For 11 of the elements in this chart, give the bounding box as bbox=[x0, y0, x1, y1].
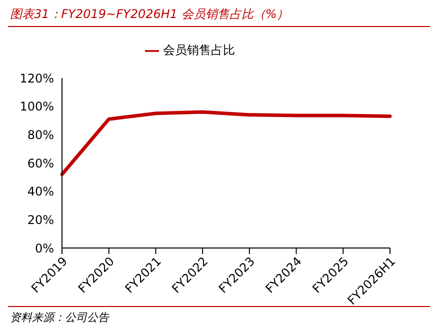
y-tick-label: 120% bbox=[20, 71, 54, 86]
y-tick-label: 100% bbox=[20, 100, 54, 114]
chart-title: 图表31：FY2019~FY2026H1 会员销售占比（%） bbox=[10, 6, 289, 23]
y-tick-label: 40% bbox=[27, 184, 54, 199]
line-series bbox=[60, 110, 392, 176]
text: 资料来源：公司公告 bbox=[10, 310, 109, 325]
y-tick-label: 0% bbox=[34, 241, 54, 256]
y-tick-label: 20% bbox=[27, 212, 54, 227]
legend-label: 会员销售占比 bbox=[163, 43, 235, 57]
y-tick-label: 80% bbox=[27, 128, 54, 142]
y-tick-label: 60% bbox=[27, 156, 54, 170]
